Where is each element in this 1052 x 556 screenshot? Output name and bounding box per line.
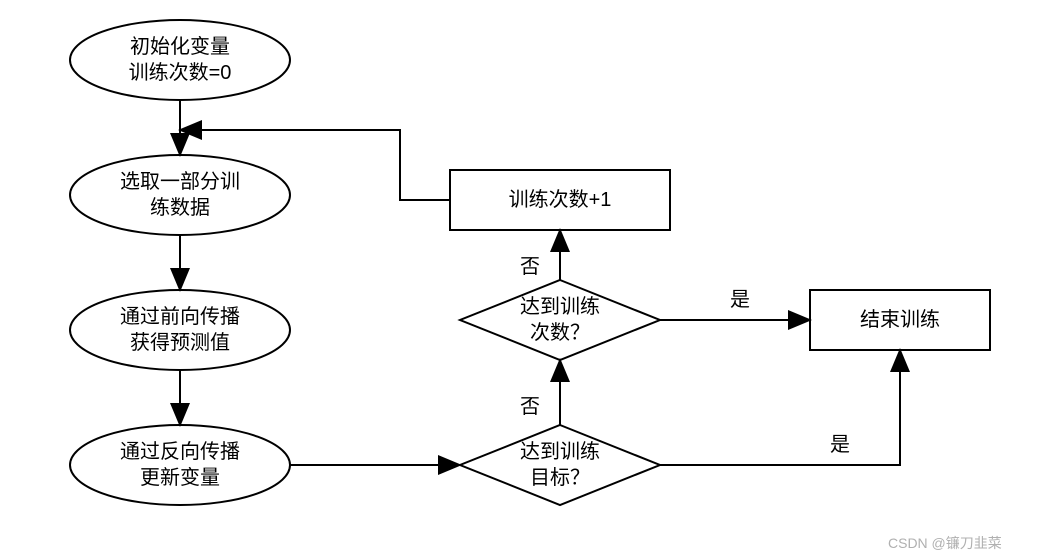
text-init-l1: 初始化变量 <box>130 34 230 60</box>
text-backward-l2: 更新变量 <box>140 465 220 491</box>
text-target-l2: 目标？ <box>530 465 590 491</box>
text-forward-l2: 获得预测值 <box>130 330 230 356</box>
label-no-1: 否 <box>520 390 540 419</box>
text-init: 初始化变量 训练次数=0 <box>70 34 290 86</box>
text-backward-l1: 通过反向传播 <box>120 439 240 465</box>
text-forward: 通过前向传播 获得预测值 <box>70 304 290 356</box>
label-yes-1: 是 <box>730 283 750 312</box>
text-count: 达到训练 次数？ <box>460 294 660 346</box>
text-increment: 训练次数+1 <box>450 187 670 213</box>
text-select-l2: 练数据 <box>150 195 210 221</box>
label-yes-2: 是 <box>830 428 850 457</box>
label-no-2: 否 <box>520 250 540 279</box>
text-select: 选取一部分训 练数据 <box>70 169 290 221</box>
text-select-l1: 选取一部分训 <box>120 169 240 195</box>
edge-target-end <box>660 350 900 465</box>
text-end: 结束训练 <box>810 307 990 333</box>
text-forward-l1: 通过前向传播 <box>120 304 240 330</box>
text-increment-l1: 训练次数+1 <box>509 187 612 213</box>
watermark: CSDN @镰刀韭菜 <box>888 533 1002 553</box>
text-count-l2: 次数？ <box>530 320 590 346</box>
text-target: 达到训练 目标？ <box>460 439 660 491</box>
text-init-l2: 训练次数=0 <box>129 60 232 86</box>
text-backward: 通过反向传播 更新变量 <box>70 439 290 491</box>
text-target-l1: 达到训练 <box>520 439 600 465</box>
text-end-l1: 结束训练 <box>860 307 940 333</box>
text-count-l1: 达到训练 <box>520 294 600 320</box>
